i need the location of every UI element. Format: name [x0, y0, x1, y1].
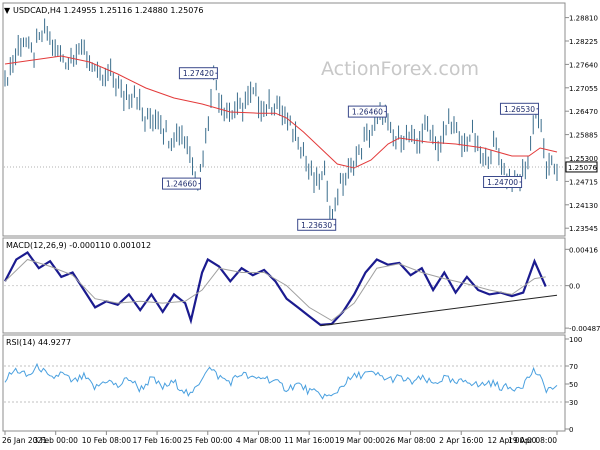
x-tick-label: 26 Mar 08:00 [386, 436, 436, 445]
y-tick-label: 1.27640 [569, 61, 598, 69]
price-annotation-label: 1.26530 [504, 105, 535, 114]
x-tick-label: 17 Feb 16:00 [132, 436, 181, 445]
signal-line-series [4, 258, 546, 322]
y-tick-label: 1.26470 [569, 108, 598, 116]
x-tick-label: 2 Apr 16:00 [439, 436, 483, 445]
y-tick-label: 30 [569, 399, 578, 407]
current-price-tag [565, 161, 598, 173]
price-header-arrow: ▼ [4, 6, 11, 15]
y-tick-label: 1.28225 [569, 38, 598, 46]
x-tick-label: 3 Feb 00:00 [33, 436, 78, 445]
price-layer: 1.28810 1.28225 1.27640 1.27055 1.26470 1.258… [4, 15, 598, 233]
y-tick-label: 70 [569, 363, 578, 371]
current-price-label: 1.25076 [568, 164, 597, 172]
y-tick-label: 1.24715 [569, 178, 598, 186]
y-tick-label: 1.25300 [569, 155, 598, 163]
x-tick-label: 4 Mar 08:00 [236, 436, 282, 445]
y-tick-label: 1.24130 [569, 202, 598, 210]
moving-average-series [4, 55, 558, 169]
watermark: ActionForex.com [321, 58, 479, 80]
x-tick-label: 19 Mar 00:00 [335, 436, 385, 445]
y-tick-label: 0.00416 [569, 246, 598, 254]
rsi-panel-frame [2, 334, 566, 432]
price-annotation-label: 1.27420 [183, 69, 214, 78]
price-annotation-label: 1.24660 [166, 180, 197, 189]
x-tick-label: 25 Feb 00:00 [183, 436, 232, 445]
price-header: USDCAD,H4 1.24955 1.25116 1.24880 1.2507… [13, 6, 203, 15]
y-tick-label: 50 [569, 381, 578, 389]
price-panel-frame [2, 2, 566, 237]
x-tick-label: 10 Feb 08:00 [82, 436, 131, 445]
rsi-layer: 100 70 50 30 0 [4, 336, 582, 434]
trendline-series [320, 294, 558, 327]
price-annotation-label: 1.24700 [487, 178, 518, 187]
y-tick-label: 1.23545 [569, 225, 598, 233]
price-annotation-label: 1.23630 [301, 221, 332, 230]
price-annotation-label: 1.26460 [352, 108, 383, 117]
x-tick-label: 19 Apr 08:00 [508, 436, 557, 445]
rsi-series [4, 362, 558, 400]
macd-header: MACD(12,26,9) -0.000110 0.001012 [6, 241, 151, 250]
y-tick-label: 1.25885 [569, 132, 598, 140]
rsi-header: RSI(14) 44.9277 [6, 338, 71, 347]
x-tick-label: 11 Mar 16:00 [284, 436, 334, 445]
y-tick-label: 1.27055 [569, 85, 598, 93]
x-tick-label: 26 Jan 2021 [2, 436, 47, 445]
y-tick-label: 100 [569, 336, 582, 344]
y-tick-label: 0.0 [569, 283, 580, 291]
y-tick-label: 0 [569, 426, 573, 434]
x-tick-label: 12 Apr 00:00 [487, 436, 536, 445]
y-tick-label: 1.28810 [569, 15, 598, 23]
